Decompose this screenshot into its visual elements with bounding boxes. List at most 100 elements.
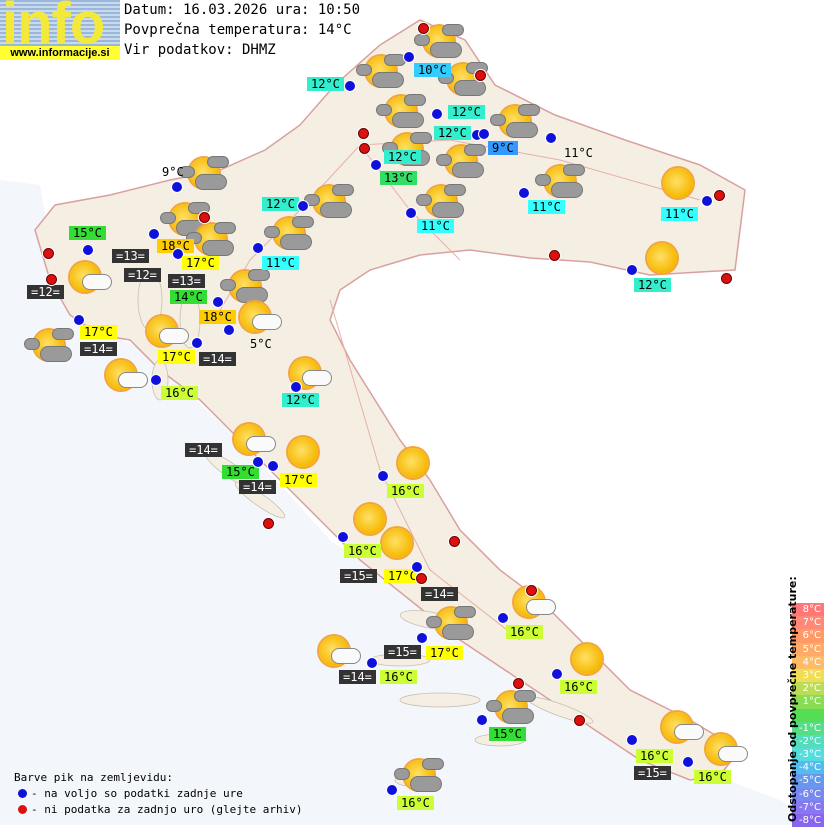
- station-dot[interactable]: [627, 735, 637, 745]
- station-temperature[interactable]: 16°C: [506, 625, 543, 639]
- no-data-station-dot[interactable]: [549, 250, 560, 261]
- no-data-station-dot[interactable]: [449, 536, 460, 547]
- station-temperature[interactable]: 17°C: [182, 256, 219, 270]
- station-dot[interactable]: [387, 785, 397, 795]
- station-dot[interactable]: [683, 757, 693, 767]
- station-temperature[interactable]: 16°C: [344, 544, 381, 558]
- station-dot[interactable]: [253, 243, 263, 253]
- station-temperature[interactable]: 18°C: [199, 310, 236, 324]
- station-temperature[interactable]: 12°C: [634, 278, 671, 292]
- logo-url[interactable]: www.informacije.si: [0, 46, 120, 60]
- no-data-station-dot[interactable]: [359, 143, 370, 154]
- station-temperature[interactable]: 9°C: [162, 165, 184, 179]
- station-temperature[interactable]: =15=: [384, 645, 421, 659]
- station-dot[interactable]: [172, 182, 182, 192]
- station-dot[interactable]: [224, 325, 234, 335]
- station-dot[interactable]: [298, 201, 308, 211]
- station-temperature[interactable]: =12=: [27, 285, 64, 299]
- no-data-station-dot[interactable]: [526, 585, 537, 596]
- station-temperature[interactable]: 16°C: [694, 770, 731, 784]
- station-temperature[interactable]: 16°C: [161, 386, 198, 400]
- no-data-station-dot[interactable]: [475, 70, 486, 81]
- station-temperature[interactable]: =14=: [339, 670, 376, 684]
- station-dot[interactable]: [149, 229, 159, 239]
- station-dot[interactable]: [268, 461, 278, 471]
- station-temperature[interactable]: =12=: [124, 268, 161, 282]
- station-temperature[interactable]: 12°C: [434, 126, 471, 140]
- station-temperature[interactable]: =13=: [112, 249, 149, 263]
- station-dot[interactable]: [367, 658, 377, 668]
- station-dot[interactable]: [404, 52, 414, 62]
- no-data-station-dot[interactable]: [46, 274, 57, 285]
- station-dot[interactable]: [192, 338, 202, 348]
- no-data-station-dot[interactable]: [263, 518, 274, 529]
- station-dot[interactable]: [253, 457, 263, 467]
- station-temperature[interactable]: 17°C: [80, 325, 117, 339]
- station-dot[interactable]: [498, 613, 508, 623]
- station-dot[interactable]: [74, 315, 84, 325]
- station-temperature[interactable]: 12°C: [384, 150, 421, 164]
- station-dot[interactable]: [472, 130, 482, 140]
- station-temperature[interactable]: 15°C: [489, 727, 526, 741]
- no-data-station-dot[interactable]: [358, 128, 369, 139]
- station-dot[interactable]: [479, 129, 489, 139]
- no-data-station-dot[interactable]: [714, 190, 725, 201]
- station-temperature[interactable]: 5°C: [250, 337, 272, 351]
- station-dot[interactable]: [291, 382, 301, 392]
- station-dot[interactable]: [477, 715, 487, 725]
- no-data-station-dot[interactable]: [43, 248, 54, 259]
- station-temperature[interactable]: 15°C: [222, 465, 259, 479]
- station-temperature[interactable]: =14=: [185, 443, 222, 457]
- station-temperature[interactable]: 15°C: [69, 226, 106, 240]
- station-temperature[interactable]: 16°C: [636, 749, 673, 763]
- station-temperature[interactable]: 11°C: [564, 146, 593, 160]
- station-temperature[interactable]: 13°C: [380, 171, 417, 185]
- station-dot[interactable]: [345, 81, 355, 91]
- station-temperature[interactable]: 12°C: [282, 393, 319, 407]
- station-temperature[interactable]: =15=: [634, 766, 671, 780]
- station-dot[interactable]: [151, 375, 161, 385]
- station-temperature[interactable]: 12°C: [448, 105, 485, 119]
- station-dot[interactable]: [702, 196, 712, 206]
- no-data-station-dot[interactable]: [513, 678, 524, 689]
- station-temperature[interactable]: 16°C: [387, 484, 424, 498]
- station-dot[interactable]: [412, 562, 422, 572]
- station-dot[interactable]: [627, 265, 637, 275]
- station-temperature[interactable]: 11°C: [417, 219, 454, 233]
- station-temperature[interactable]: 17°C: [426, 646, 463, 660]
- station-dot[interactable]: [519, 188, 529, 198]
- station-temperature[interactable]: 12°C: [262, 197, 299, 211]
- station-temperature[interactable]: 12°C: [307, 77, 344, 91]
- station-dot[interactable]: [338, 532, 348, 542]
- station-temperature[interactable]: 17°C: [158, 350, 195, 364]
- station-temperature[interactable]: =14=: [199, 352, 236, 366]
- no-data-station-dot[interactable]: [574, 715, 585, 726]
- station-temperature[interactable]: 9°C: [488, 141, 518, 155]
- station-dot[interactable]: [213, 297, 223, 307]
- station-temperature[interactable]: 16°C: [380, 670, 417, 684]
- station-temperature[interactable]: 11°C: [661, 207, 698, 221]
- no-data-station-dot[interactable]: [199, 212, 210, 223]
- station-dot[interactable]: [417, 633, 427, 643]
- station-temperature[interactable]: =13=: [168, 274, 205, 288]
- station-temperature[interactable]: =15=: [340, 569, 377, 583]
- station-temperature[interactable]: 17°C: [280, 473, 317, 487]
- station-temperature[interactable]: =14=: [421, 587, 458, 601]
- station-temperature[interactable]: 10°C: [414, 63, 451, 77]
- station-dot[interactable]: [432, 109, 442, 119]
- station-dot[interactable]: [173, 249, 183, 259]
- station-dot[interactable]: [371, 160, 381, 170]
- station-temperature[interactable]: 11°C: [262, 256, 299, 270]
- station-dot[interactable]: [83, 245, 93, 255]
- station-dot[interactable]: [378, 471, 388, 481]
- station-dot[interactable]: [406, 208, 416, 218]
- station-temperature[interactable]: =14=: [239, 480, 276, 494]
- no-data-station-dot[interactable]: [416, 573, 427, 584]
- station-temperature[interactable]: 18°C: [157, 239, 194, 253]
- station-temperature[interactable]: 16°C: [560, 680, 597, 694]
- logo[interactable]: info www.informacije.si: [0, 0, 120, 60]
- station-temperature[interactable]: 11°C: [528, 200, 565, 214]
- no-data-station-dot[interactable]: [721, 273, 732, 284]
- no-data-station-dot[interactable]: [418, 23, 429, 34]
- station-dot[interactable]: [546, 133, 556, 143]
